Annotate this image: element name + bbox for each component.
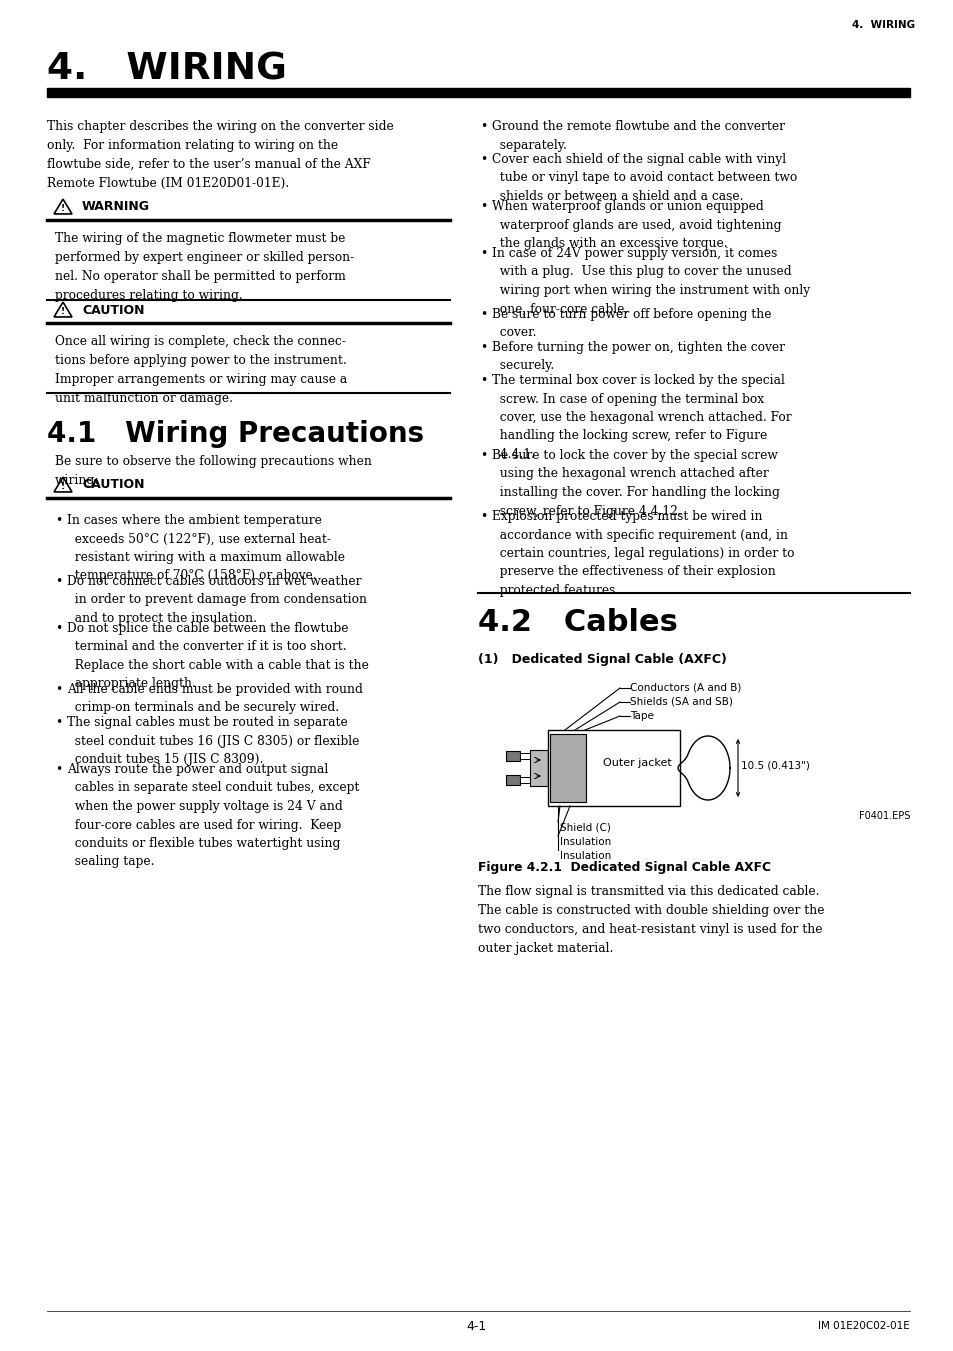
Text: Be sure to observe the following precautions when
wiring:: Be sure to observe the following precaut… bbox=[55, 455, 372, 486]
Text: •: • bbox=[479, 200, 487, 213]
Text: Cover each shield of the signal cable with vinyl
  tube or vinyl tape to avoid c: Cover each shield of the signal cable wi… bbox=[492, 153, 797, 203]
Text: Explosion protected types must be wired in
  accordance with specific requiremen: Explosion protected types must be wired … bbox=[492, 509, 794, 597]
Text: CAUTION: CAUTION bbox=[82, 304, 144, 316]
Bar bbox=[547, 730, 679, 807]
Text: Conductors (A and B): Conductors (A and B) bbox=[629, 684, 740, 693]
Bar bbox=[505, 751, 519, 761]
Bar bbox=[505, 775, 519, 785]
Text: •: • bbox=[479, 509, 487, 523]
Text: 4.  WIRING: 4. WIRING bbox=[851, 20, 914, 30]
Text: •: • bbox=[55, 621, 62, 635]
Text: Shields (SA and SB): Shields (SA and SB) bbox=[629, 697, 732, 707]
Bar bbox=[519, 753, 530, 759]
Text: •: • bbox=[479, 120, 487, 132]
Text: •: • bbox=[479, 340, 487, 354]
Bar bbox=[550, 734, 585, 802]
Text: •: • bbox=[55, 513, 62, 527]
Bar bbox=[519, 777, 530, 784]
Bar bbox=[530, 750, 547, 786]
Text: •: • bbox=[479, 374, 487, 386]
Text: Do not splice the cable between the flowtube
  terminal and the converter if it : Do not splice the cable between the flow… bbox=[67, 621, 369, 690]
Text: 10.5 (0.413"): 10.5 (0.413") bbox=[740, 761, 809, 770]
Text: In case of 24V power supply version, it comes
  with a plug.  Use this plug to c: In case of 24V power supply version, it … bbox=[492, 247, 809, 316]
Text: •: • bbox=[479, 449, 487, 462]
Text: •: • bbox=[479, 247, 487, 259]
Text: Be sure to turn power off before opening the
  cover.: Be sure to turn power off before opening… bbox=[492, 308, 771, 339]
Text: !: ! bbox=[61, 204, 65, 212]
Text: Ground the remote flowtube and the converter
  separately.: Ground the remote flowtube and the conve… bbox=[492, 120, 784, 151]
Text: Insulation: Insulation bbox=[559, 851, 611, 861]
Text: In cases where the ambient temperature
  exceeds 50°C (122°F), use external heat: In cases where the ambient temperature e… bbox=[67, 513, 345, 582]
Text: !: ! bbox=[61, 307, 65, 316]
Text: All the cable ends must be provided with round
  crimp-on terminals and be secur: All the cable ends must be provided with… bbox=[67, 684, 362, 715]
Text: Before turning the power on, tighten the cover
  securely.: Before turning the power on, tighten the… bbox=[492, 340, 784, 373]
Text: 4.1   Wiring Precautions: 4.1 Wiring Precautions bbox=[47, 420, 424, 449]
Text: IM 01E20C02-01E: IM 01E20C02-01E bbox=[818, 1321, 909, 1331]
Text: F0401.EPS: F0401.EPS bbox=[858, 811, 909, 821]
Text: 4.   WIRING: 4. WIRING bbox=[47, 51, 287, 88]
Text: Shield (C): Shield (C) bbox=[559, 823, 610, 834]
Bar bbox=[47, 88, 909, 97]
Text: The wiring of the magnetic flowmeter must be
performed by expert engineer or ski: The wiring of the magnetic flowmeter mus… bbox=[55, 232, 354, 303]
Text: •: • bbox=[479, 308, 487, 322]
Text: •: • bbox=[55, 763, 62, 775]
Text: 4-1: 4-1 bbox=[466, 1320, 487, 1332]
Text: Once all wiring is complete, check the connec-
tions before applying power to th: Once all wiring is complete, check the c… bbox=[55, 335, 347, 405]
Text: Tape: Tape bbox=[629, 711, 653, 721]
Text: Always route the power and output signal
  cables in separate steel conduit tube: Always route the power and output signal… bbox=[67, 763, 359, 869]
Text: Figure 4.2.1  Dedicated Signal Cable AXFC: Figure 4.2.1 Dedicated Signal Cable AXFC bbox=[477, 861, 770, 874]
Text: •: • bbox=[55, 684, 62, 696]
Text: When waterproof glands or union equipped
  waterproof glands are used, avoid tig: When waterproof glands or union equipped… bbox=[492, 200, 781, 250]
Text: 4.2   Cables: 4.2 Cables bbox=[477, 608, 678, 638]
Text: WARNING: WARNING bbox=[82, 200, 150, 213]
Text: The signal cables must be routed in separate
  steel conduit tubes 16 (JIS C 830: The signal cables must be routed in sepa… bbox=[67, 716, 359, 766]
Text: !: ! bbox=[61, 481, 65, 490]
Text: This chapter describes the wiring on the converter side
only.  For information r: This chapter describes the wiring on the… bbox=[47, 120, 394, 190]
Text: (1)   Dedicated Signal Cable (AXFC): (1) Dedicated Signal Cable (AXFC) bbox=[477, 653, 726, 666]
Text: •: • bbox=[55, 716, 62, 730]
Text: Do not connect cables outdoors in wet weather
  in order to prevent damage from : Do not connect cables outdoors in wet we… bbox=[67, 576, 367, 626]
Text: The flow signal is transmitted via this dedicated cable.
The cable is constructe: The flow signal is transmitted via this … bbox=[477, 885, 823, 955]
Text: The terminal box cover is locked by the special
  screw. In case of opening the : The terminal box cover is locked by the … bbox=[492, 374, 791, 461]
Text: •: • bbox=[479, 153, 487, 166]
Text: CAUTION: CAUTION bbox=[82, 478, 144, 492]
Text: •: • bbox=[55, 576, 62, 588]
Text: Be sure to lock the cover by the special screw
  using the hexagonal wrench atta: Be sure to lock the cover by the special… bbox=[492, 449, 779, 517]
Text: Insulation: Insulation bbox=[559, 838, 611, 847]
Text: Outer jacket: Outer jacket bbox=[602, 758, 671, 767]
